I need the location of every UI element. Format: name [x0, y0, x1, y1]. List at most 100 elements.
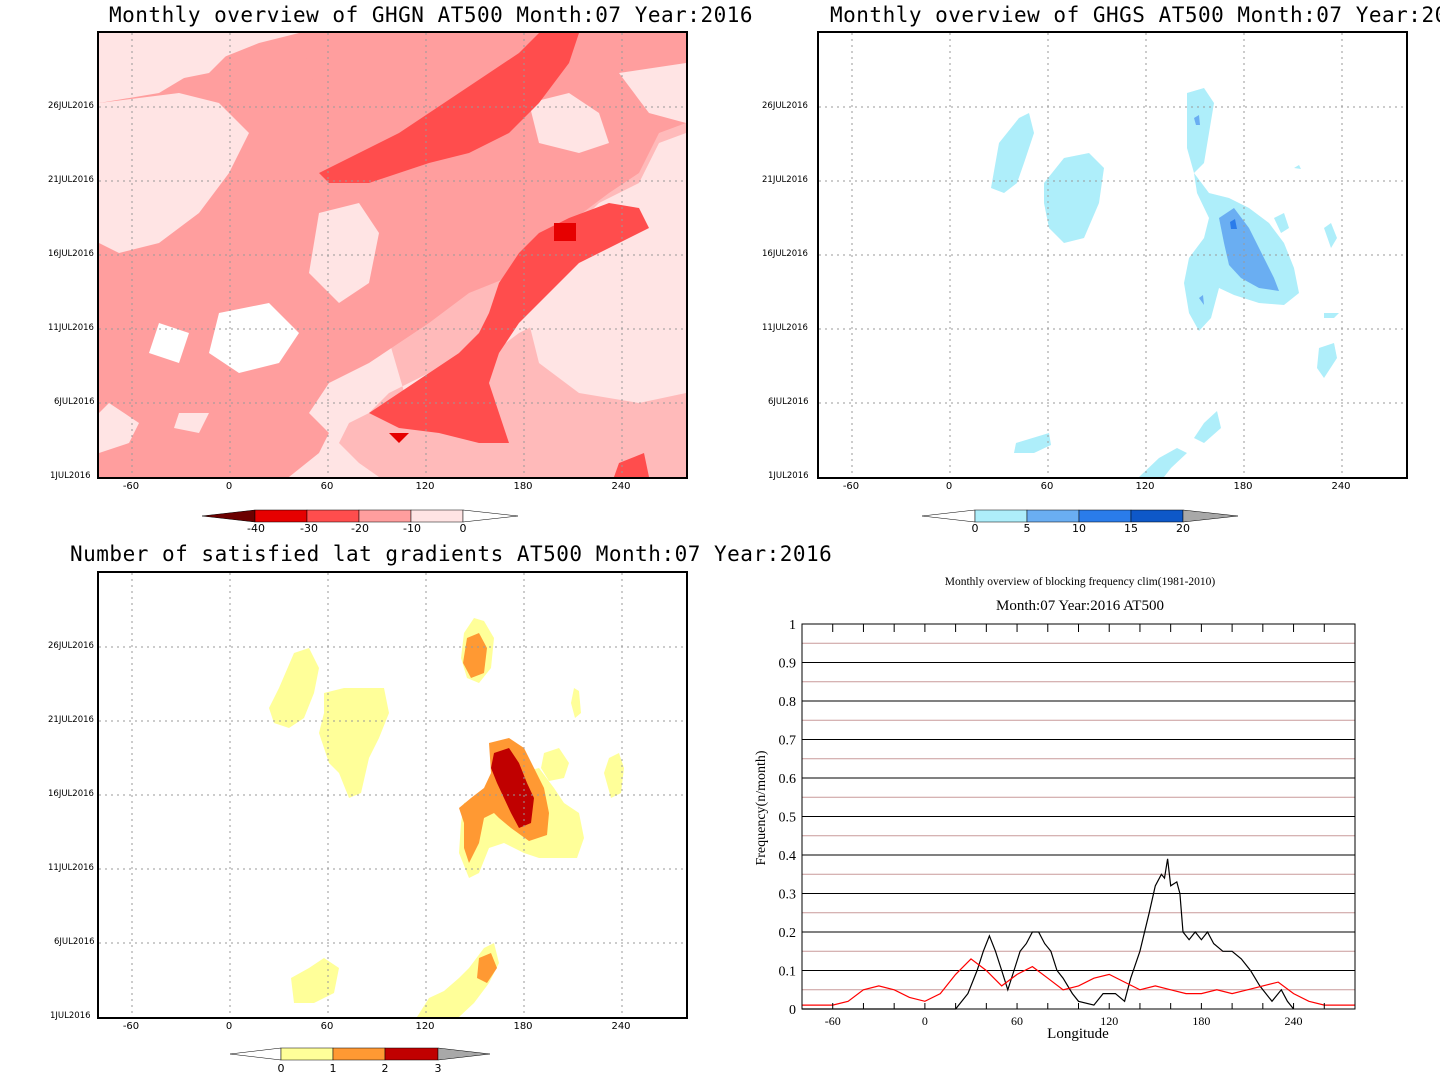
ghgs-level-0 — [1014, 433, 1051, 453]
x-tick-label: 180 — [1192, 1014, 1210, 1028]
ghgn-level-minus20 — [319, 33, 579, 183]
chart-title: Monthly overview of GHGN AT500 Month:07 … — [109, 3, 754, 27]
colorbar-label: 5 — [1023, 522, 1031, 535]
y-tick-label: 1JUL2016 — [50, 1011, 91, 1021]
freq-ticks: 0 0.1 0.2 0.3 0.4 0.5 0.6 0.7 0.8 0.9 1 -60 0 60 120 18… — [779, 618, 1356, 1028]
gradients-level-0 — [604, 753, 624, 798]
ghgs-plot-area — [817, 31, 1408, 479]
colorbar-label: 10 — [1072, 522, 1086, 535]
x-tick-label: 180 — [513, 1021, 533, 1032]
ghgs-level-10 — [1230, 219, 1237, 229]
y-tick-label: 0.5 — [779, 811, 797, 826]
y-tick-label: 11JUL2016 — [48, 323, 94, 333]
gradients-level-1 — [463, 633, 487, 678]
y-tick-label: 16JUL2016 — [48, 789, 94, 799]
y-tick-label: 21JUL2016 — [48, 175, 94, 185]
gradients-level-0 — [541, 748, 569, 781]
y-tick-label: 21JUL2016 — [48, 715, 94, 725]
ghgs-level-5 — [1199, 295, 1204, 305]
x-tick-label: 240 — [611, 481, 631, 492]
x-tick-label: -60 — [122, 481, 140, 492]
ghgs-level-0 — [1274, 213, 1289, 233]
x-tick-label: 60 — [320, 481, 334, 492]
gradients-level-0 — [291, 958, 339, 1003]
gradients-plot-area — [97, 571, 688, 1019]
y-tick-label: 1JUL2016 — [768, 471, 809, 481]
x-tick-label: 240 — [1285, 1014, 1303, 1028]
ghgn-white-patch — [529, 283, 686, 403]
gradients-contour-map — [99, 573, 686, 1017]
y-tick-label: 0.9 — [779, 657, 797, 672]
chart-title: Number of satisfied lat gradients AT500 … — [70, 542, 833, 566]
series-line-black — [802, 858, 1295, 1010]
x-tick-label: 60 — [320, 1021, 334, 1032]
colorbar-label: 3 — [434, 1062, 442, 1075]
ghgn-contour-map — [99, 33, 686, 477]
freq-chart-svg: 0 0.1 0.2 0.3 0.4 0.5 0.6 0.7 0.8 0.9 1 -60 0 60 120 18… — [779, 618, 1356, 1028]
y-tick-label: 0 — [789, 1003, 796, 1018]
x-tick-label: -60 — [825, 1014, 841, 1028]
y-tick-label: 6JUL2016 — [768, 397, 809, 407]
ghgn-grid — [99, 33, 686, 477]
y-tick-label: 0.6 — [779, 772, 797, 787]
ghgs-level-0 — [1194, 411, 1221, 443]
chart-title: Monthly overview of blocking frequency c… — [944, 576, 1216, 588]
y-tick-label: 26JUL2016 — [762, 101, 808, 111]
y-tick-label: 1JUL2016 — [50, 471, 91, 481]
ghgs-level-0 — [991, 113, 1034, 193]
ghgn-white-patch — [529, 93, 609, 153]
colorbar-label: 0 — [459, 522, 467, 535]
colorbar-label: 20 — [1176, 522, 1190, 535]
chart-title: Monthly overview of GHGS AT500 Month:07 … — [830, 3, 1440, 27]
gradients-grid — [99, 573, 686, 1017]
y-tick-label: 21JUL2016 — [762, 175, 808, 185]
x-tick-label: 120 — [415, 481, 435, 492]
series-line-red — [802, 958, 1355, 1006]
ghgs-level-0 — [1294, 165, 1301, 169]
freq-lines — [802, 858, 1355, 1010]
y-tick-label: 16JUL2016 — [762, 249, 808, 259]
gradients-level-0 — [571, 688, 581, 718]
ghgn-level-minus20 — [369, 203, 649, 443]
ghgs-level-0 — [1317, 343, 1337, 378]
ghgn-colorbar — [201, 509, 519, 523]
colorbar-label: -10 — [403, 522, 421, 535]
gradients-level-1 — [477, 953, 497, 983]
x-tick-label: 0 — [225, 481, 233, 492]
ghgn-white-patch — [174, 413, 209, 433]
y-tick-label: 0.3 — [779, 888, 797, 903]
ghgs-level-5 — [1194, 115, 1200, 125]
ghgs-level-0 — [1324, 313, 1339, 318]
x-tick-label: -60 — [122, 1021, 140, 1032]
x-tick-label: -60 — [842, 481, 860, 492]
ghgn-white-patch — [99, 33, 229, 93]
ghgn-white-patch — [209, 303, 299, 373]
ghgn-white-patch — [309, 203, 379, 303]
x-tick-label: 0 — [945, 481, 953, 492]
colorbar-label: 0 — [277, 1062, 285, 1075]
x-tick-label: 60 — [1040, 481, 1054, 492]
ghgs-level-0 — [1187, 88, 1214, 173]
x-tick-label: 240 — [1331, 481, 1351, 492]
x-tick-label: 0 — [922, 1014, 928, 1028]
colorbar-label: -30 — [300, 522, 318, 535]
colorbar-label: 0 — [971, 522, 979, 535]
x-tick-label: 240 — [611, 1021, 631, 1032]
y-tick-label: 1 — [789, 618, 796, 633]
x-tick-label: 120 — [1100, 1014, 1118, 1028]
colorbar-label: -40 — [247, 522, 265, 535]
x-tick-label: 120 — [1135, 481, 1155, 492]
ghgs-level-0 — [1044, 153, 1104, 243]
ghgs-contour-map — [819, 33, 1406, 477]
y-tick-label: 26JUL2016 — [48, 641, 94, 651]
gradients-level-0 — [269, 648, 319, 728]
y-axis-label: Frequency(n/month) — [754, 750, 769, 866]
ghgn-core-minus30 — [554, 223, 576, 241]
ghgn-level-minus30 — [389, 433, 409, 443]
gradients-level-0 — [417, 943, 499, 1017]
ghgn-plot-area — [97, 31, 688, 479]
ghgn-white-patch — [619, 63, 686, 123]
y-tick-label: 0.7 — [779, 734, 797, 749]
colorbar-label: 2 — [381, 1062, 389, 1075]
ghgn-level-minus20 — [614, 453, 649, 477]
